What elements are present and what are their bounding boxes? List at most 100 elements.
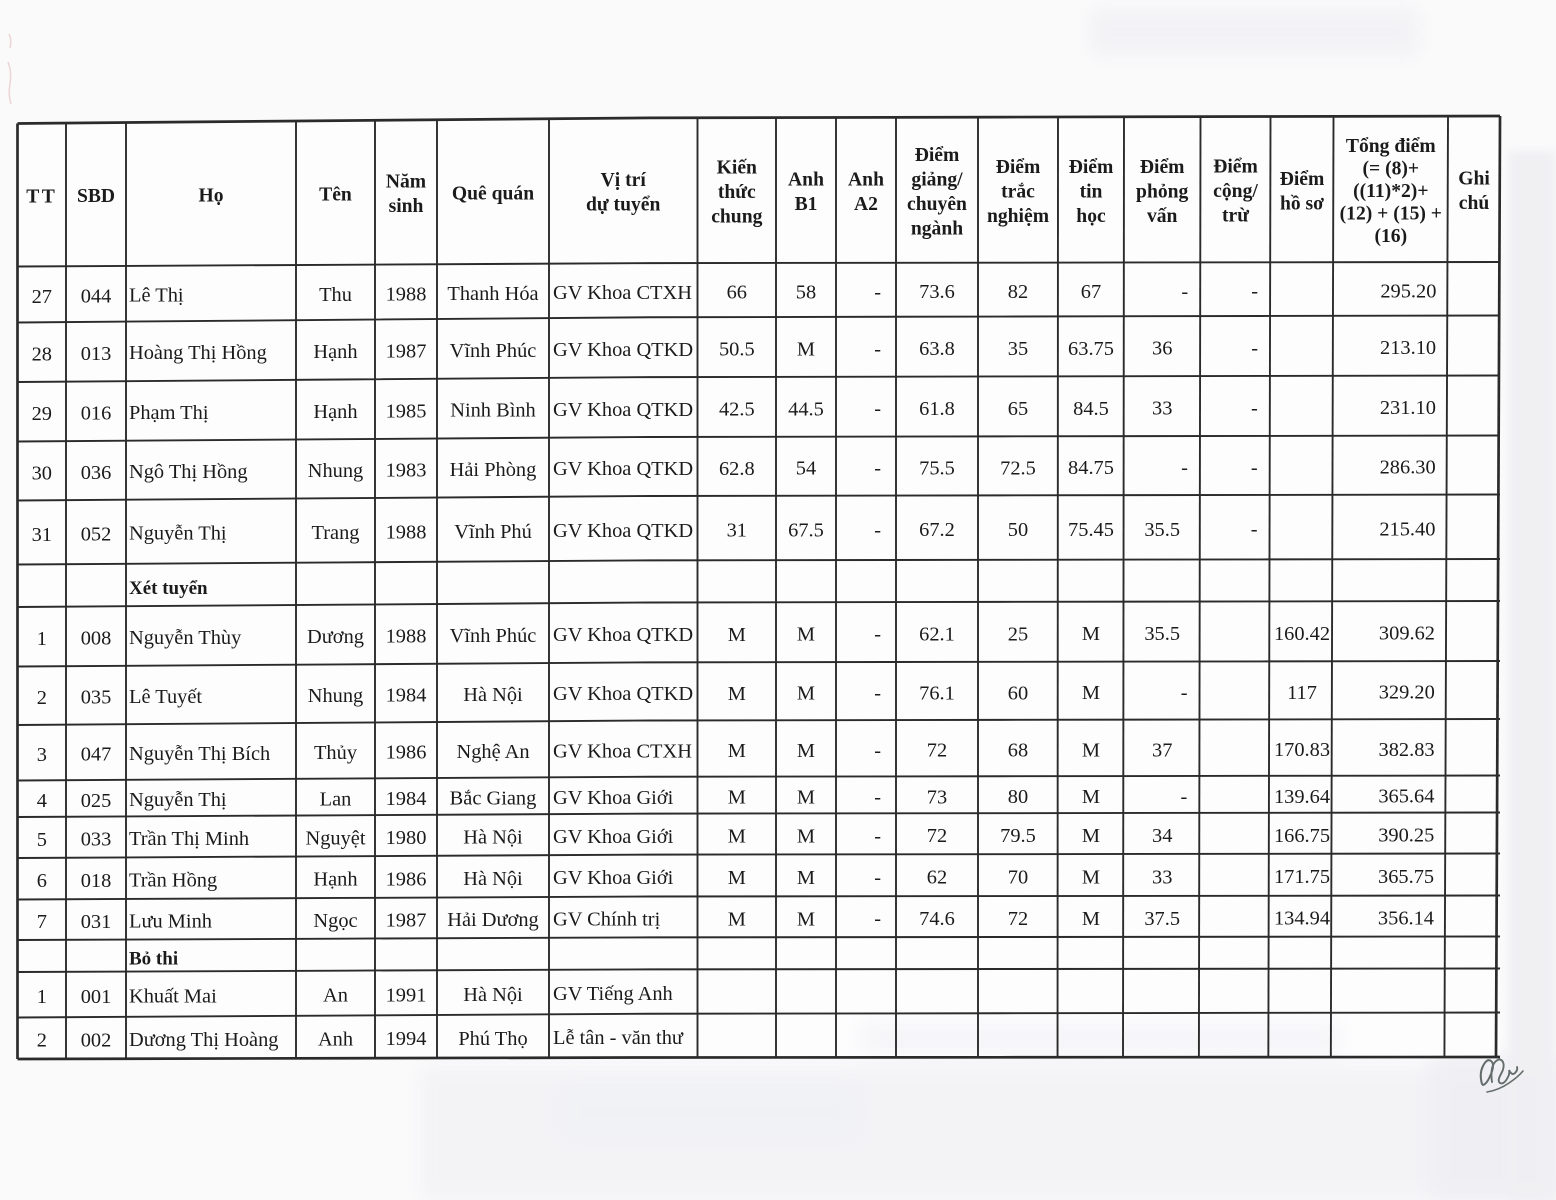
svg-text:76.1: 76.1 — [919, 683, 955, 705]
svg-text:6: 6 — [37, 870, 47, 892]
svg-text:025: 025 — [81, 790, 112, 812]
svg-text:-: - — [874, 867, 881, 889]
svg-text:Anh: Anh — [788, 170, 824, 191]
svg-text:Bắc Giang: Bắc Giang — [450, 788, 537, 810]
svg-text:016: 016 — [81, 403, 112, 425]
svg-text:001: 001 — [81, 986, 112, 1008]
svg-text:Vị trí: Vị trí — [601, 170, 647, 191]
svg-text:27: 27 — [32, 286, 52, 308]
svg-text:tin: tin — [1080, 181, 1103, 202]
svg-text:GV Khoa QTKD: GV Khoa QTKD — [553, 520, 693, 542]
svg-text:GV Tiếng Anh: GV Tiếng Anh — [553, 983, 673, 1005]
svg-text:Nguyệt: Nguyệt — [305, 827, 365, 849]
svg-text:Phú Thọ: Phú Thọ — [458, 1028, 527, 1050]
svg-text:nghiệm: nghiệm — [987, 206, 1049, 227]
svg-text:31: 31 — [32, 524, 52, 546]
svg-text:chuyên: chuyên — [907, 194, 967, 215]
svg-text:68: 68 — [1008, 740, 1028, 762]
svg-text:36: 36 — [1152, 338, 1172, 360]
svg-text:GV Khoa Giới: GV Khoa Giới — [553, 787, 674, 809]
svg-text:Hà Nội: Hà Nội — [463, 827, 523, 849]
svg-text:-: - — [874, 519, 881, 541]
svg-text:Nhung: Nhung — [308, 685, 364, 707]
svg-text:72: 72 — [1008, 908, 1028, 930]
svg-text:Hà Nội: Hà Nội — [463, 684, 523, 706]
svg-text:Tổng điểm: Tổng điểm — [1346, 136, 1436, 157]
svg-text:33: 33 — [1152, 398, 1172, 420]
svg-text:-: - — [874, 398, 881, 420]
svg-text:70: 70 — [1008, 867, 1028, 889]
svg-text:Nhung: Nhung — [308, 460, 364, 482]
svg-text:phỏng: phỏng — [1136, 181, 1188, 202]
svg-text:213.10: 213.10 — [1380, 337, 1436, 359]
svg-text:1987: 1987 — [386, 341, 427, 363]
svg-text:044: 044 — [81, 286, 112, 308]
svg-text:Nghệ An: Nghệ An — [456, 741, 529, 763]
svg-text:295.20: 295.20 — [1380, 280, 1436, 302]
svg-text:67.2: 67.2 — [919, 519, 955, 541]
svg-text:giảng/: giảng/ — [911, 169, 963, 190]
svg-text:GV Khoa QTKD: GV Khoa QTKD — [553, 399, 693, 421]
svg-text:Kiến: Kiến — [717, 158, 757, 179]
svg-text:-: - — [1251, 457, 1258, 479]
svg-text:M: M — [797, 624, 815, 646]
svg-text:trắc: trắc — [1001, 182, 1035, 203]
svg-text:GV Khoa QTKD: GV Khoa QTKD — [553, 458, 693, 480]
svg-text:2: 2 — [37, 1030, 47, 1052]
svg-text:M: M — [728, 787, 746, 809]
svg-text:Hà Nội: Hà Nội — [463, 868, 523, 890]
svg-text:Vĩnh Phú: Vĩnh Phú — [454, 521, 532, 543]
svg-text:67.5: 67.5 — [788, 519, 824, 541]
svg-text:54: 54 — [796, 458, 816, 480]
svg-text:035: 035 — [81, 687, 112, 709]
svg-text:35.5: 35.5 — [1144, 519, 1180, 541]
svg-text:Khuất Mai: Khuất Mai — [129, 985, 217, 1007]
svg-text:B1: B1 — [795, 194, 818, 215]
svg-text:GV Khoa QTKD: GV Khoa QTKD — [553, 339, 693, 361]
svg-text:A2: A2 — [854, 194, 878, 215]
svg-text:Thu: Thu — [319, 284, 352, 306]
svg-text:Nguyễn Thị: Nguyễn Thị — [129, 789, 227, 811]
svg-text:62.1: 62.1 — [919, 624, 955, 646]
svg-text:Lê Tuyết: Lê Tuyết — [129, 686, 202, 708]
svg-text:1983: 1983 — [386, 460, 427, 482]
svg-text:M: M — [1082, 786, 1100, 808]
svg-text:28: 28 — [32, 344, 52, 366]
svg-text:Ghi: Ghi — [1458, 169, 1490, 190]
svg-text:Anh: Anh — [318, 1028, 353, 1050]
svg-text:Năm: Năm — [386, 172, 426, 193]
svg-text:Điểm: Điểm — [915, 145, 960, 166]
svg-text:117: 117 — [1287, 682, 1317, 704]
svg-text:chung: chung — [711, 207, 762, 228]
svg-text:-: - — [1181, 682, 1188, 704]
svg-text:M: M — [1082, 908, 1100, 930]
svg-text:-: - — [874, 281, 881, 303]
svg-text:62: 62 — [927, 867, 947, 889]
svg-text:4: 4 — [37, 790, 47, 812]
svg-text:Vĩnh Phúc: Vĩnh Phúc — [450, 340, 537, 362]
svg-text:1986: 1986 — [386, 868, 427, 890]
svg-text:M: M — [728, 683, 746, 705]
svg-text:Ngọc: Ngọc — [313, 910, 357, 932]
svg-text:Nguyễn Thị Bích: Nguyễn Thị Bích — [129, 743, 270, 765]
svg-text:75.5: 75.5 — [919, 458, 955, 480]
svg-text:Ngô Thị Hồng: Ngô Thị Hồng — [129, 461, 248, 483]
svg-text:Hạnh: Hạnh — [313, 341, 357, 363]
svg-text:1: 1 — [37, 986, 47, 1008]
svg-text:34: 34 — [1152, 825, 1172, 847]
svg-text:-: - — [874, 908, 881, 930]
svg-text:M: M — [728, 826, 746, 848]
svg-text:1988: 1988 — [386, 283, 427, 305]
svg-text:1: 1 — [37, 628, 47, 650]
svg-text:Điểm: Điểm — [1140, 157, 1185, 178]
svg-text:65: 65 — [1008, 398, 1028, 420]
svg-text:M: M — [728, 867, 746, 889]
svg-text:Phạm Thị: Phạm Thị — [129, 402, 209, 424]
svg-text:cộng/: cộng/ — [1213, 181, 1258, 202]
svg-text:84.75: 84.75 — [1068, 457, 1114, 479]
svg-text:M: M — [728, 740, 746, 762]
svg-text:Hạnh: Hạnh — [313, 869, 357, 891]
svg-text:GV Khoa QTKD: GV Khoa QTKD — [553, 683, 693, 705]
svg-text:((11)*2)+: ((11)*2)+ — [1353, 181, 1428, 202]
svg-text:84.5: 84.5 — [1073, 398, 1109, 420]
